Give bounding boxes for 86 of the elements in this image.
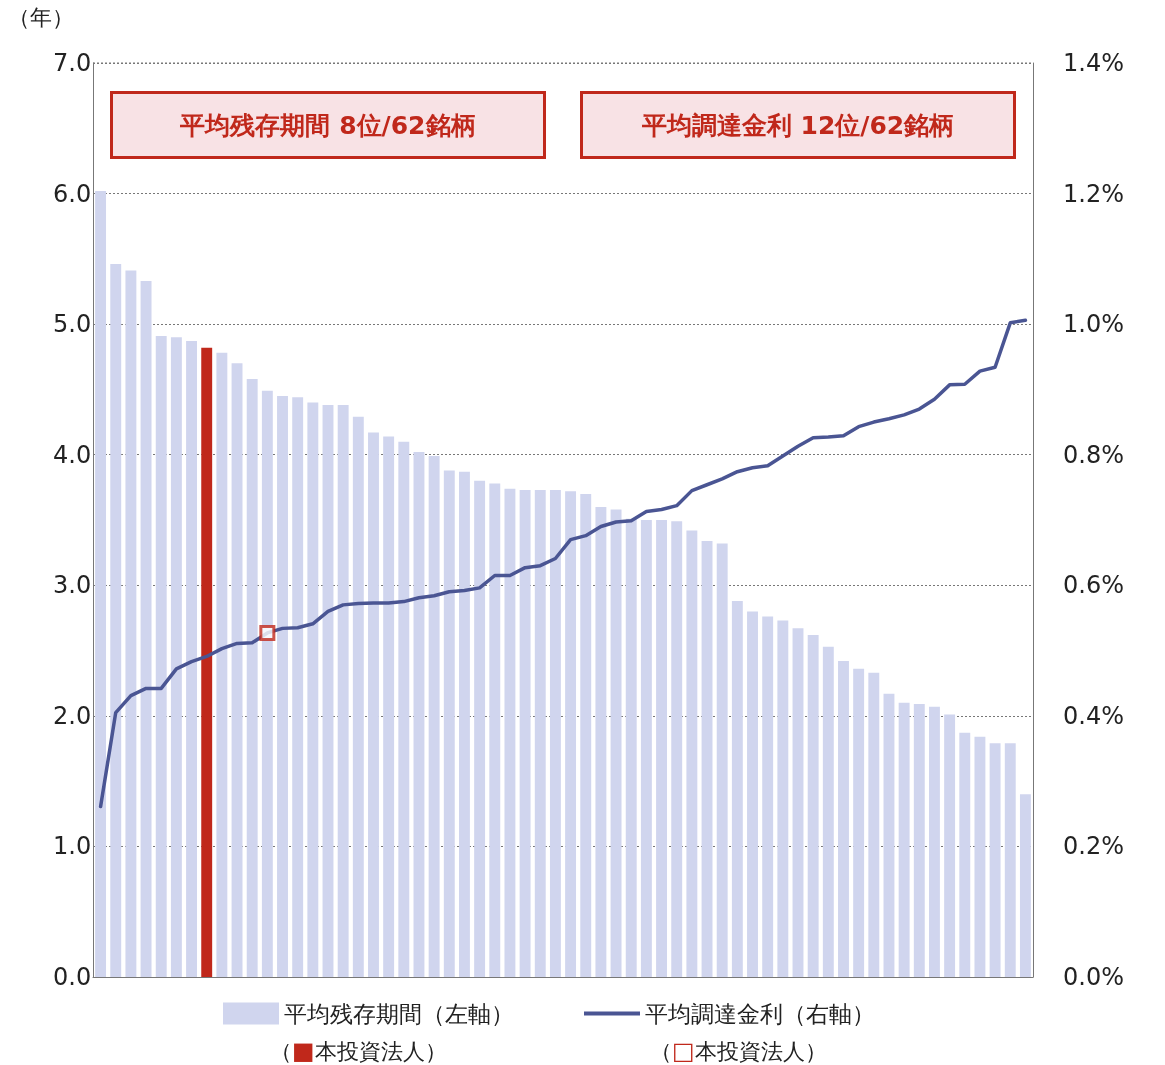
bar (170, 337, 182, 977)
y-tick-label: 5.0 (53, 310, 92, 339)
bar (959, 732, 971, 977)
bar (640, 520, 652, 977)
bar (853, 668, 865, 977)
y-tick-label: 1.0 (53, 832, 92, 861)
line-series (98, 318, 1028, 809)
bar (383, 436, 395, 977)
bar (686, 530, 698, 977)
bar (322, 405, 334, 977)
bar (792, 628, 804, 977)
y-tick-label: 6.0 (53, 179, 92, 208)
callout-box: 平均調達金利 12位/62銘柄 (580, 91, 1016, 159)
bar (807, 634, 819, 977)
bar (868, 672, 880, 977)
bar (95, 190, 107, 977)
bar (428, 456, 440, 977)
bar (413, 452, 425, 977)
bar (565, 491, 577, 977)
bar (352, 416, 364, 977)
bar (186, 341, 198, 977)
bar (458, 471, 470, 977)
bar (595, 506, 607, 977)
bar (216, 352, 228, 977)
bar (292, 397, 304, 977)
bar (989, 743, 1001, 977)
bar (549, 489, 561, 977)
y2-tick-label: 0.0% (1063, 963, 1124, 991)
bar (913, 704, 925, 977)
bar (140, 281, 152, 977)
y2-tick-label: 0.8% (1063, 440, 1124, 469)
bar (944, 714, 956, 977)
bar (838, 661, 849, 977)
bar (519, 489, 531, 977)
bar (580, 493, 592, 977)
y2-tick-label: 1.0% (1063, 310, 1124, 339)
bar (125, 270, 137, 977)
bar (822, 646, 834, 977)
bar (307, 402, 319, 977)
legend-label: 平均調達金利（右軸） (645, 1000, 875, 1027)
bar (231, 363, 243, 977)
y-tick-label: 2.0 (53, 701, 92, 730)
bar (489, 483, 501, 977)
bar (1004, 743, 1016, 977)
legend-label: 平均残存期間（左軸） (284, 1000, 514, 1027)
bar (398, 441, 410, 977)
y2-tick-label: 0.6% (1063, 571, 1124, 600)
y-tick-label: 4.0 (53, 440, 92, 469)
bar (883, 693, 895, 977)
y2-tick-label: 0.2% (1063, 832, 1124, 861)
bar (701, 540, 713, 977)
bar (1019, 794, 1031, 977)
bar (201, 347, 213, 977)
bar (504, 488, 516, 977)
bar (110, 264, 122, 977)
bar (474, 480, 486, 977)
bar (777, 620, 789, 977)
bar (277, 395, 288, 977)
y-axis-title: （年） (8, 4, 74, 30)
bar (974, 736, 986, 977)
y-tick-label: 7.0 (53, 49, 92, 77)
bar (261, 390, 273, 977)
bar (625, 518, 637, 977)
bar (731, 600, 743, 977)
bar (246, 378, 258, 977)
bar (443, 470, 455, 977)
y2-tick-label: 1.4% (1063, 49, 1124, 77)
bar (656, 520, 668, 977)
bar (928, 706, 940, 977)
bar (671, 521, 683, 977)
y2-tick-label: 0.4% (1063, 701, 1124, 730)
bar (534, 489, 546, 977)
bar (368, 432, 379, 977)
callout-box: 平均残存期間 8位/62銘柄 (110, 91, 546, 159)
bar (747, 611, 758, 977)
bar (337, 405, 349, 977)
bar (716, 543, 728, 977)
text: （■本投資法人） (270, 1037, 447, 1065)
y-tick-label: 0.0 (53, 963, 92, 991)
bar (762, 616, 774, 977)
bar (610, 509, 622, 977)
y-tick-label: 3.0 (53, 571, 92, 600)
y2-tick-label: 1.2% (1063, 179, 1124, 208)
bar (155, 335, 167, 977)
text: （□本投資法人） (650, 1037, 827, 1065)
bar (898, 702, 910, 977)
